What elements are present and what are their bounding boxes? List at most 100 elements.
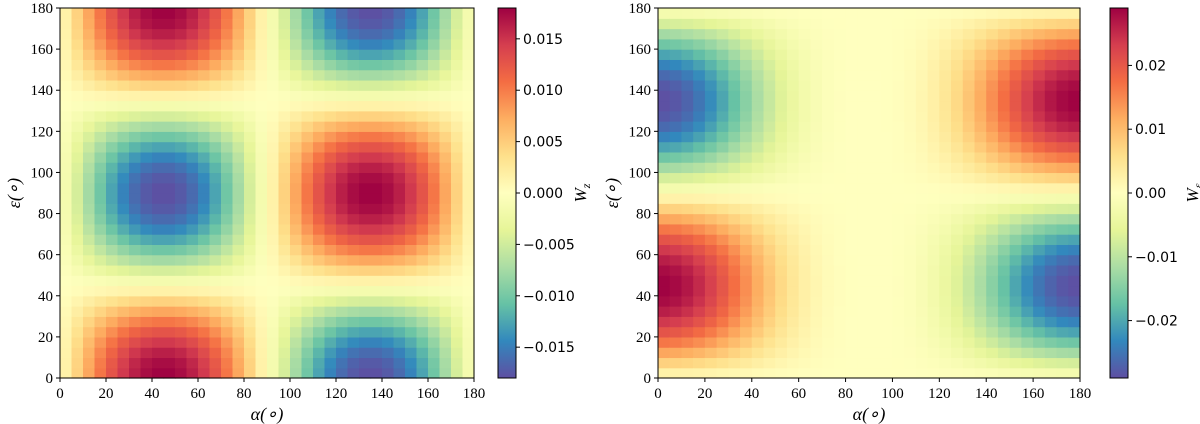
heatmap-cell [704,326,718,338]
heatmap-cell [152,357,165,369]
heatmap-cell [763,326,776,338]
heatmap-cell [775,347,788,359]
heatmap-cell [869,254,882,266]
heatmap-cell [255,264,268,276]
heatmap-cell [915,90,929,102]
heatmap-cell [997,18,1011,30]
heatmap-cell [1044,326,1058,338]
y-tick-label: 20 [636,330,651,346]
heatmap-cell [359,234,372,245]
heatmap-cell [232,131,245,143]
heatmap-cell [798,203,811,215]
heatmap-cell [290,326,303,338]
x-tick-label: 40 [145,386,160,402]
heatmap-cell [232,18,245,30]
heatmap-cell [186,213,199,225]
heatmap-cell [255,336,268,348]
heatmap-cell [693,38,706,50]
heatmap-cell [740,59,753,71]
heatmap-cell [370,141,383,153]
heatmap-cell [1021,110,1034,122]
colorbar-label-main: W [571,186,590,202]
heatmap-cell [681,182,694,194]
heatmap-cell [186,357,199,369]
heatmap-cell [209,275,222,287]
heatmap-cell [833,254,847,266]
heatmap-cell [382,347,395,359]
heatmap-cell [845,285,858,297]
heatmap-cell [451,223,464,235]
heatmap-cell [393,49,406,60]
heatmap-cell [83,162,96,174]
heatmap-cell [798,141,811,153]
heatmap-cell [347,295,360,307]
heatmap-cell [810,295,823,307]
heatmap-cell [1021,285,1034,297]
heatmap-cell [1033,193,1046,204]
heatmap-cell [140,59,153,71]
heatmap-cell [951,79,964,91]
heatmap-cell [198,110,211,122]
heatmap-cell [71,8,84,19]
heatmap-cell [221,254,234,266]
heatmap-cell [822,213,835,225]
heatmap-cell [393,285,406,297]
heatmap-cell [198,131,211,143]
heatmap-cell [1009,357,1022,369]
heatmap-cell [405,162,418,174]
heatmap-cell [728,110,741,122]
heatmap-cell [716,172,729,184]
heatmap-cell [1056,151,1069,163]
heatmap-cell [997,336,1011,348]
heatmap-cell [786,79,800,91]
heatmap-cell [359,100,372,112]
heatmap-cell [1009,110,1022,122]
heatmap-cell [152,285,165,297]
heatmap-cell [1009,254,1022,266]
heatmap-cell [1009,28,1022,40]
heatmap-cell [278,172,291,184]
x-tick-label: 80 [237,386,252,402]
heatmap-cell [939,151,952,163]
heatmap-cell [1056,182,1069,194]
heatmap-cell [658,336,671,348]
heatmap-cell [669,141,683,153]
heatmap-cell [763,223,776,235]
heatmap-cell [669,193,683,204]
heatmap-cell [939,306,952,317]
heatmap-cell [845,316,858,328]
heatmap-cell [347,316,360,328]
heatmap-cell [986,357,999,369]
heatmap-cell [751,295,765,307]
heatmap-cell [393,110,406,122]
heatmap-cell [428,172,441,184]
heatmap-cell [152,367,165,379]
heatmap-cell [255,306,268,317]
heatmap-cell [255,213,268,225]
heatmap-cell [255,182,268,194]
heatmap-cell [786,223,800,235]
heatmap-cell [405,223,418,235]
heatmap-cell [1056,90,1069,102]
heatmap-cell [117,357,130,369]
heatmap-cell [370,8,383,19]
heatmap-cell [775,336,788,348]
heatmap-cell [974,79,987,91]
heatmap-cell [94,8,107,19]
heatmap-cell [857,285,870,297]
heatmap-cell [962,162,976,174]
heatmap-cell [60,367,73,379]
heatmap-cell [798,336,811,348]
heatmap-cell [822,141,835,153]
heatmap-cell [186,8,199,19]
heatmap-cell [997,347,1011,359]
heatmap-cell [336,244,349,256]
heatmap-cell [336,100,349,112]
heatmap-cell [175,131,188,143]
heatmap-cell [927,367,940,379]
heatmap-cell [290,203,303,215]
heatmap-cell [347,203,360,215]
heatmap-cell [370,275,383,287]
heatmap-cell [428,182,441,194]
heatmap-cell [951,193,964,204]
